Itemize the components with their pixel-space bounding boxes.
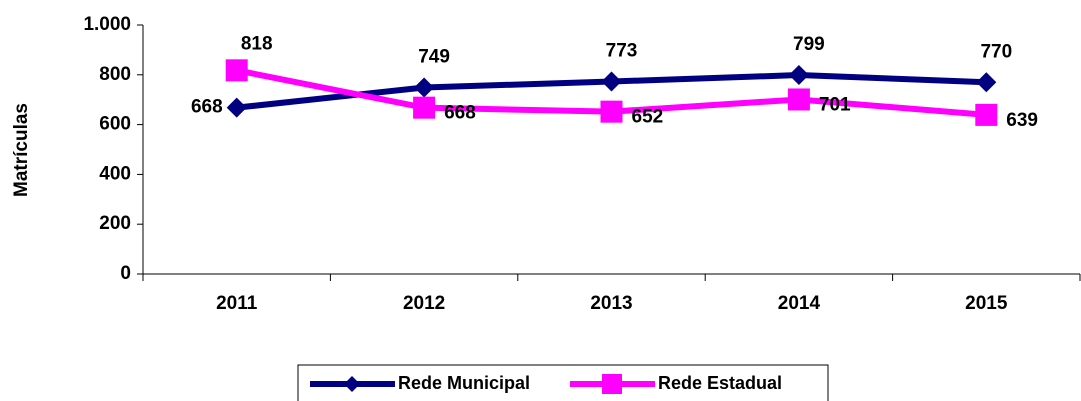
y-tick-label: 0: [120, 263, 131, 284]
y-tick-label: 600: [99, 114, 131, 135]
data-label: 668: [191, 97, 223, 118]
data-label: 701: [819, 94, 851, 115]
marker: [601, 71, 622, 92]
legend-label: Rede Municipal: [398, 373, 530, 393]
marker: [788, 65, 809, 86]
legend-label: Rede Estadual: [658, 373, 782, 393]
y-tick-label: 1.000: [83, 14, 131, 35]
marker: [976, 72, 997, 93]
data-label: 773: [606, 41, 638, 62]
data-label: 668: [444, 103, 476, 124]
data-label: 799: [793, 34, 825, 55]
x-tick-label: 2013: [590, 293, 632, 314]
x-tick-label: 2015: [965, 293, 1008, 314]
data-label: 770: [980, 41, 1012, 62]
y-tick-label: 200: [99, 213, 131, 234]
marker: [225, 59, 248, 82]
y-tick-label: 400: [99, 163, 131, 184]
data-label: 818: [241, 33, 273, 54]
marker: [226, 97, 247, 118]
marker: [600, 100, 623, 123]
marker: [414, 77, 435, 98]
marker: [413, 96, 436, 119]
y-axis-label: Matrículas: [11, 103, 32, 197]
marker: [975, 103, 998, 126]
x-tick-label: 2014: [778, 293, 821, 314]
x-tick-label: 2011: [216, 293, 258, 314]
legend-marker: [602, 374, 622, 394]
data-label: 749: [418, 47, 450, 68]
legend-marker: [344, 376, 360, 392]
y-tick-label: 800: [99, 64, 131, 85]
x-tick-label: 2012: [403, 293, 445, 314]
data-label: 652: [632, 107, 664, 128]
data-label: 639: [1006, 110, 1038, 131]
marker: [787, 88, 810, 111]
